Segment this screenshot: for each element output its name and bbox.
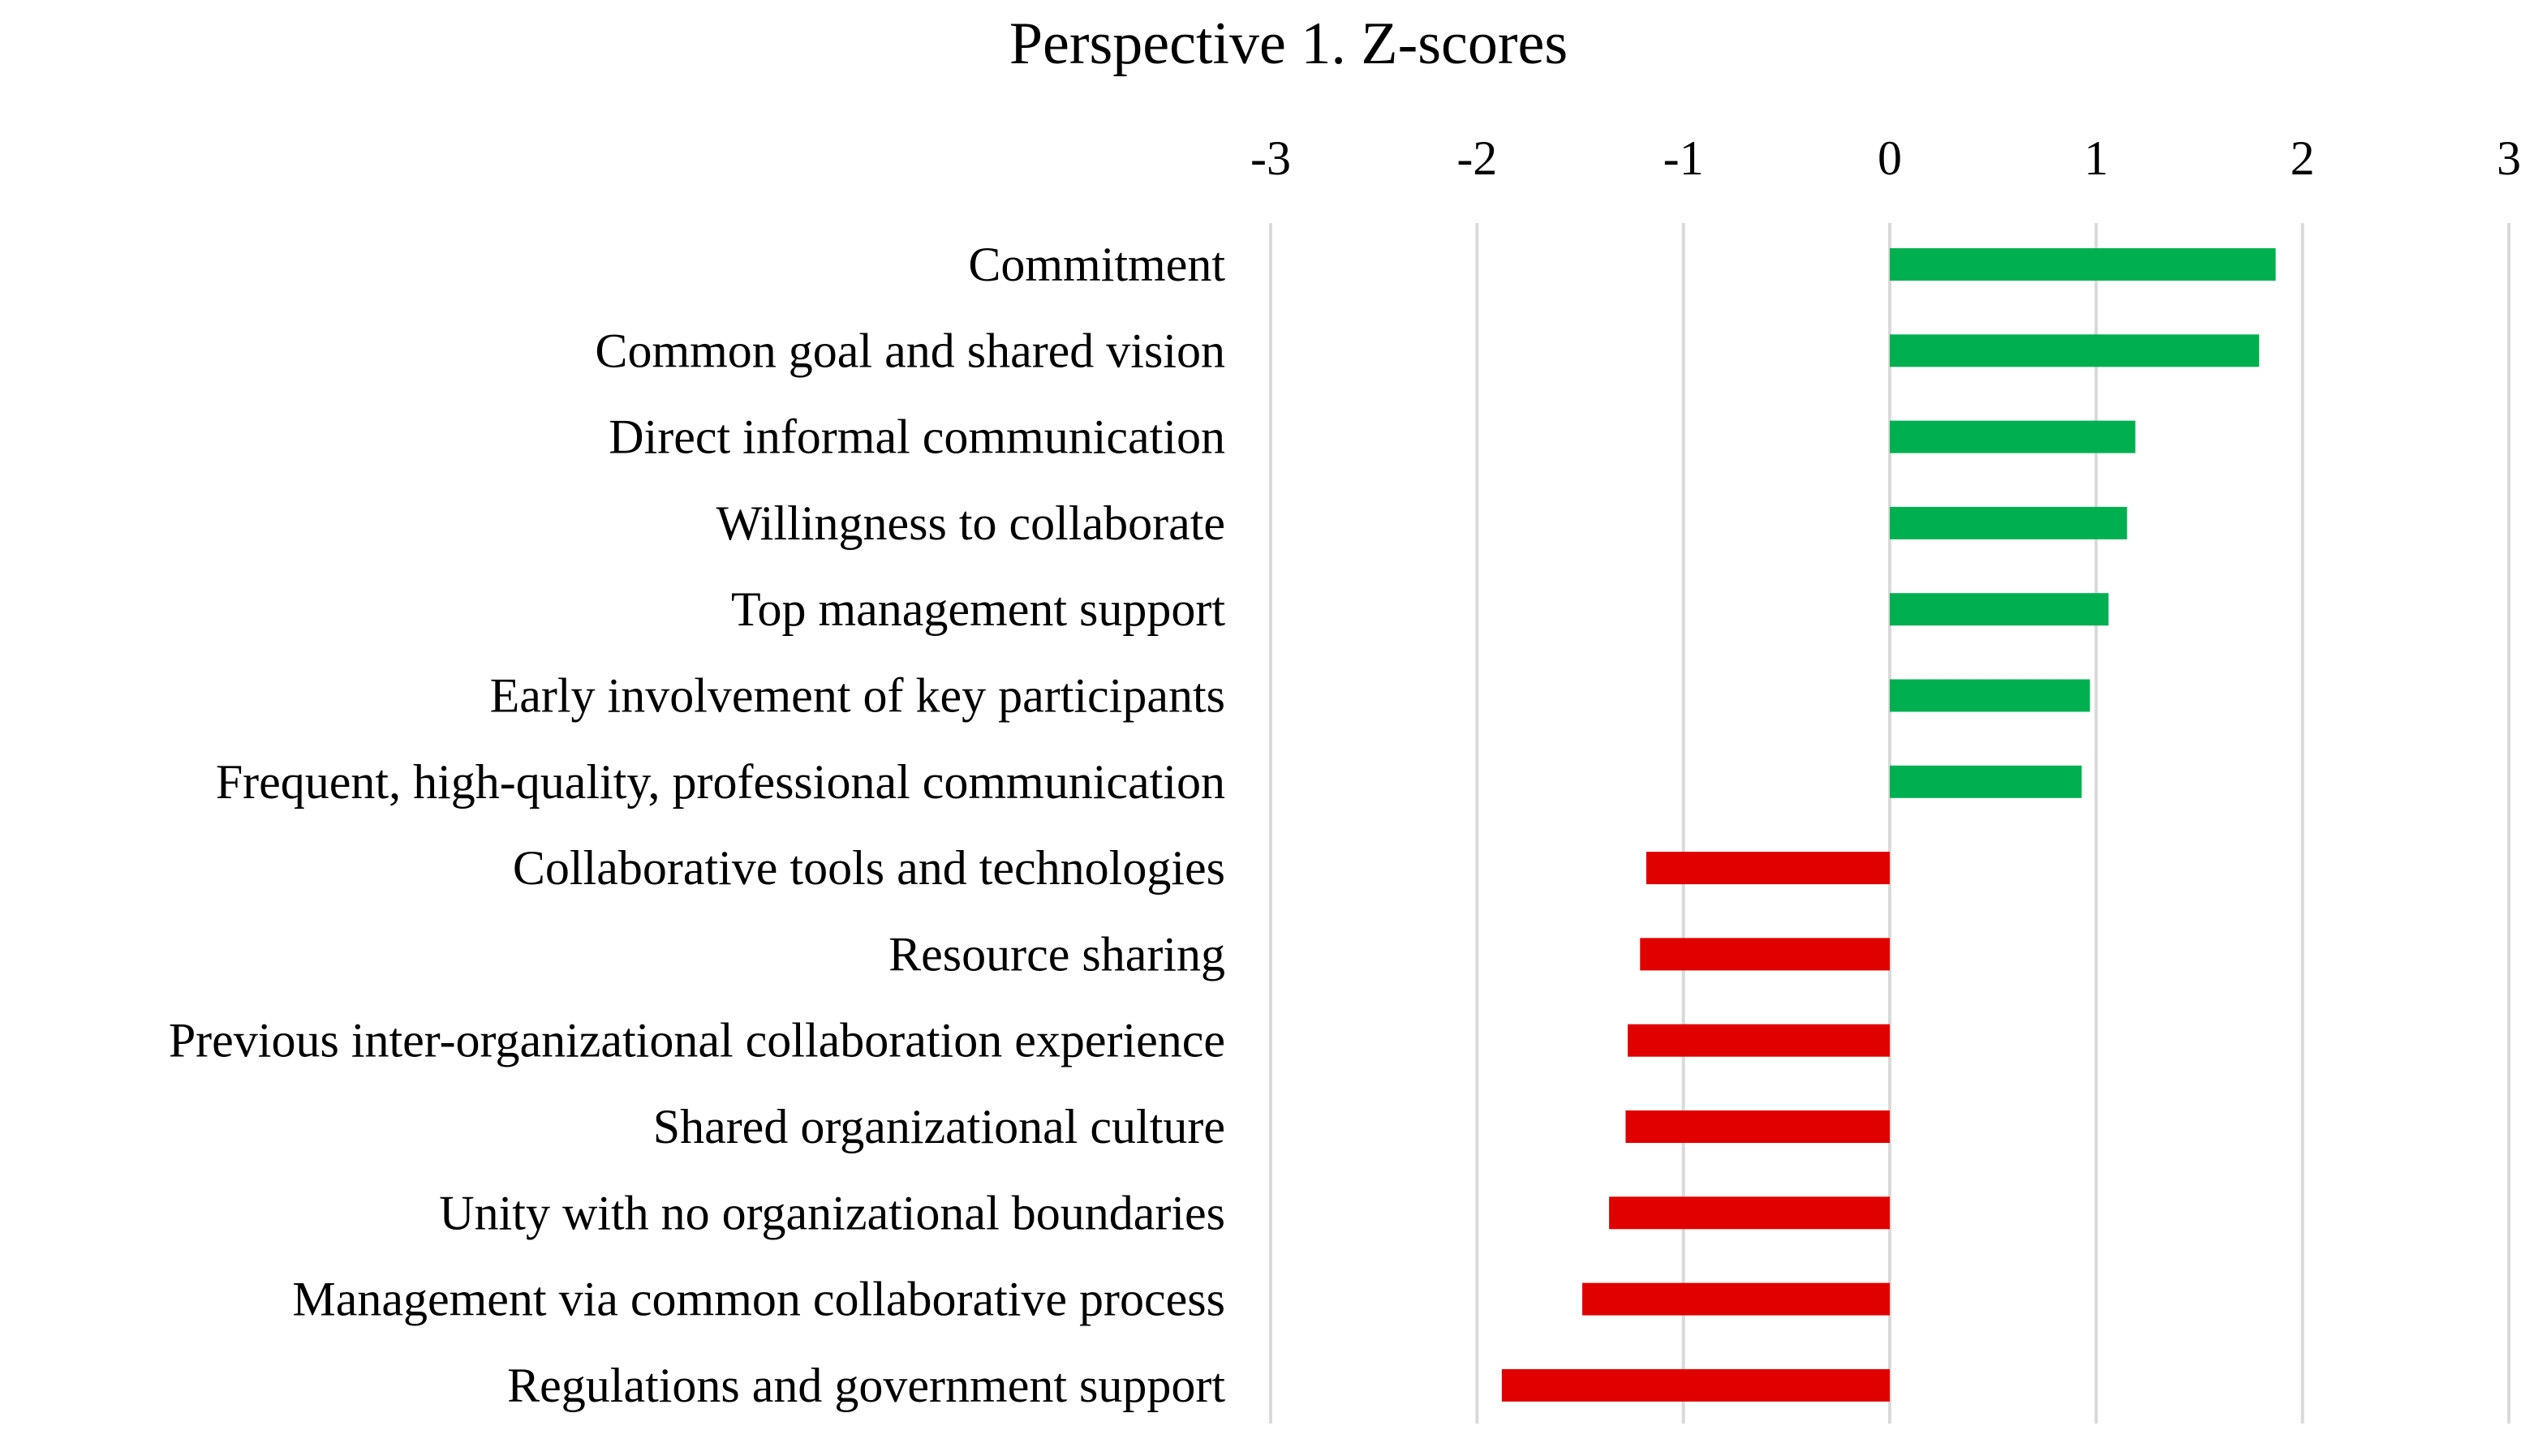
- bar: [1582, 1282, 1890, 1316]
- category-label: Previous inter-organizational collaborat…: [169, 1014, 1225, 1067]
- bar: [1890, 420, 2136, 453]
- bar: [1627, 1024, 1890, 1057]
- category-label: Resource sharing: [888, 927, 1225, 981]
- category-label: Frequent, high-quality, professional com…: [216, 755, 1225, 809]
- gridlines: [1269, 223, 2510, 1424]
- category-label: Top management support: [731, 582, 1225, 636]
- x-tick-label: 1: [2084, 131, 2108, 185]
- category-label: Common goal and shared vision: [595, 324, 1225, 377]
- x-tick-label: -2: [1456, 131, 1497, 185]
- x-tick-label: 0: [1878, 131, 1902, 185]
- chart-title: Perspective 1. Z-scores: [1009, 11, 1568, 77]
- bars: [1501, 248, 2276, 1402]
- category-label: Regulations and government support: [507, 1359, 1225, 1412]
- x-axis-ticks: -3 -2 -1 0 1 2 3: [1250, 131, 2521, 185]
- category-label: Unity with no organizational boundaries: [439, 1186, 1225, 1239]
- bar: [1609, 1196, 1890, 1230]
- bar: [1890, 334, 2260, 367]
- x-tick-label: 2: [2291, 131, 2315, 185]
- bar: [1890, 679, 2090, 712]
- category-label: Management via common collaborative proc…: [292, 1273, 1225, 1326]
- category-label: Willingness to collaborate: [716, 496, 1225, 550]
- bar: [1640, 938, 1890, 971]
- x-tick-label: 3: [2497, 131, 2521, 185]
- x-tick-label: -1: [1663, 131, 1704, 185]
- bar: [1890, 593, 2109, 626]
- category-label: Early involvement of key participants: [490, 669, 1225, 723]
- bar: [1646, 852, 1890, 885]
- bar: [1625, 1110, 1890, 1143]
- category-label: Direct informal communication: [609, 410, 1225, 464]
- bar: [1501, 1368, 1890, 1402]
- category-labels: Commitment Common goal and shared vision D…: [169, 238, 1226, 1412]
- category-label: Commitment: [968, 238, 1225, 291]
- bar: [1890, 506, 2128, 539]
- category-label: Shared organizational culture: [653, 1100, 1225, 1153]
- x-tick-label: -3: [1250, 131, 1291, 185]
- bar: [1890, 248, 2276, 281]
- bar: [1890, 765, 2082, 798]
- category-label: Collaborative tools and technologies: [513, 841, 1225, 895]
